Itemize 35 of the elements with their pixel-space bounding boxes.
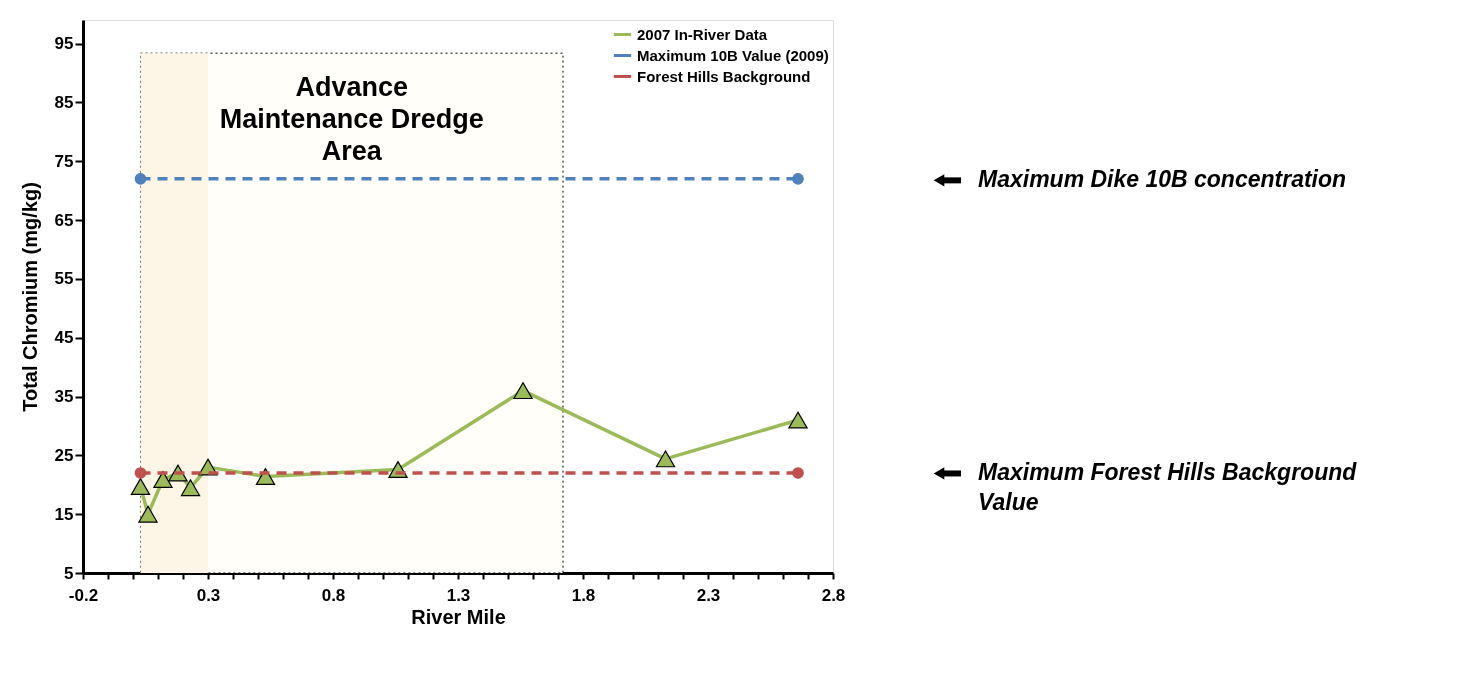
y-tick-label: 65 xyxy=(54,210,74,230)
y-tick-label: 45 xyxy=(54,328,74,348)
y-tick-label: 35 xyxy=(54,387,74,407)
y-tick-label: 25 xyxy=(54,445,74,465)
y-tick-label: 95 xyxy=(54,34,74,54)
point xyxy=(134,173,147,185)
x-tick-label: 0.3 xyxy=(196,585,221,605)
point xyxy=(513,382,533,400)
x-tick-label: 1.8 xyxy=(571,585,596,605)
text: Maximum Forest Hills Background Value xyxy=(978,459,1358,516)
band-label: Advance Maintenance Dredge Area xyxy=(219,72,484,167)
x-tick-label: 1.3 xyxy=(446,585,471,605)
text: Maximum Dike 10B concentration xyxy=(978,166,1347,193)
y-tick-label: 55 xyxy=(54,269,74,289)
point xyxy=(655,450,676,468)
x-tick-label: 2.8 xyxy=(821,585,846,605)
y-axis-title: Total Chromium (mg/kg) xyxy=(18,182,41,412)
point xyxy=(138,505,158,523)
legend-label: Forest Hills Background xyxy=(637,67,811,85)
point xyxy=(130,478,151,495)
legend-label: Maximum 10B Value (2009) xyxy=(637,46,829,64)
x-axis-title: River Mile xyxy=(411,605,506,628)
point xyxy=(134,467,147,479)
point xyxy=(788,411,808,429)
y-tick-label: 15 xyxy=(54,504,74,524)
y-tick-label: 85 xyxy=(54,92,74,112)
point xyxy=(180,479,201,497)
y-tick-label: 5 xyxy=(64,563,74,583)
point xyxy=(792,467,804,479)
point xyxy=(792,173,804,185)
legend-label: 2007 In-River Data xyxy=(637,25,768,43)
x-tick-label: 0.8 xyxy=(321,585,346,605)
x-tick-label: -0.2 xyxy=(68,585,99,605)
y-tick-label: 75 xyxy=(54,151,74,171)
x-tick-label: 2.3 xyxy=(696,585,721,605)
